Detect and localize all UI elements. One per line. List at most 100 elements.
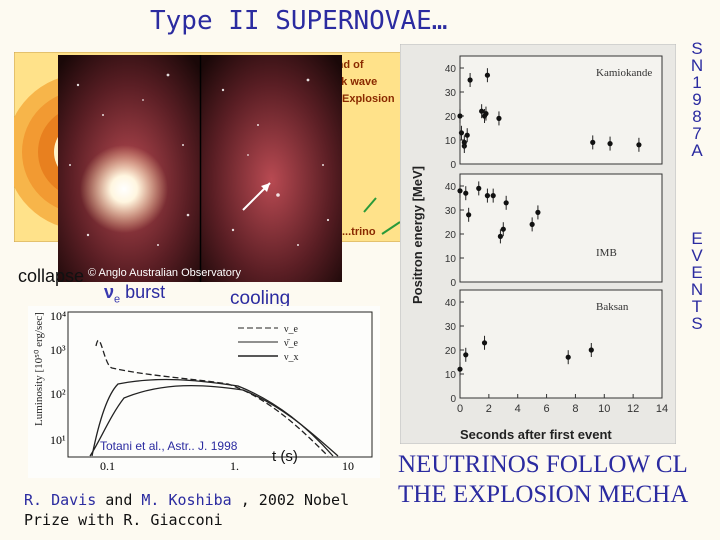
x-tick: 10 [342,459,354,473]
x-tick-label: 12 [627,403,639,415]
photo-credit: © Anglo Australian Observatory [88,267,242,279]
y-tick: 10² [50,387,66,401]
caption-text: , 2002 Nobel [231,491,350,509]
x-axis-unit: t (s) [272,448,298,465]
phase-label-cooling: cooling [230,288,291,309]
supernova-photo-pair: © Anglo Australian Observatory [58,55,342,282]
conclusion-text: NEUTRINOS FOLLOW CL THE EXPLOSION MECHA [398,450,688,510]
event-point [481,340,488,346]
side-label-sn1987a: S N 1 9 8 7 A [688,40,706,159]
y-tick-label: 0 [450,394,456,405]
y-axis-label: Positron energy [MeV] [410,166,425,304]
event-point [636,142,642,148]
letter: N [690,56,704,75]
event-point [588,347,594,353]
y-tick-label: 10 [445,254,457,265]
diagram-text: Explosion [342,93,395,105]
photo-before [201,55,342,282]
y-axis-label: Luminosity [10⁵⁰ erg/sec] [33,312,45,426]
conclusion-line: NEUTRINOS FOLLOW CL [398,451,688,478]
event-point [484,193,491,199]
event-point [483,111,489,117]
event-point [500,226,506,232]
letter: E [691,229,703,248]
legend-entry: ν̄_e [284,338,299,349]
event-point [503,200,509,206]
diagram-text: ...k wave [332,76,377,88]
letter: 1 [692,73,702,92]
y-tick-label: 20 [445,230,457,241]
legend-entry: ν_e [284,324,299,335]
luminosity-curve-nue [95,339,329,457]
nu-symbol: ν [104,282,115,302]
detector-label: Kamiokande [596,67,652,79]
event-point [497,233,503,239]
event-point [479,108,485,114]
letter: 9 [692,90,702,109]
y-tick-label: 0 [450,278,456,289]
luminosity-chart: Luminosity [10⁵⁰ erg/sec] 10⁴ 10³ 10² 10… [28,306,380,478]
x-tick-label: 2 [486,403,492,415]
event-point [466,212,472,218]
conclusion-line: THE EXPLOSION MECHA [398,481,689,508]
phase-label-collapse: collapse [18,266,85,286]
y-tick-label: 10 [445,370,457,381]
phase-label-burst: νe burst [104,282,165,306]
y-tick-label: 30 [445,206,457,217]
letter: E [691,263,703,282]
x-tick-label: 6 [544,403,550,415]
x-tick-label: 4 [515,403,521,415]
y-tick-label: 20 [445,112,457,123]
letter: 7 [692,124,702,143]
event-point [457,113,463,119]
slide-title: Type II SUPERNOVAE… [150,6,448,36]
caption-name: R. Davis [24,491,97,509]
x-tick-label: 8 [572,403,578,415]
arrow-icon [363,197,377,213]
event-point [590,139,596,145]
letter: S [691,314,703,333]
x-tick-label: 14 [656,403,668,415]
event-point [458,130,465,136]
x-tick: 1. [230,459,239,473]
caption-text: and [96,491,142,509]
x-tick-label: 0 [457,403,463,415]
panel-frame [459,55,663,165]
y-tick-label: 40 [445,64,457,75]
detector-label: Baksan [596,301,629,313]
event-point [607,141,613,147]
event-point [476,185,482,191]
nu-subscript: e [114,293,121,306]
x-tick: 0.1 [100,459,115,473]
event-point [461,139,467,145]
event-point [490,193,496,199]
detector-label: IMB [596,247,617,259]
event-point [535,209,541,215]
panel-frame [459,289,663,399]
caption-name: M. Koshiba [141,491,232,509]
event-point [496,115,502,121]
burst-text: burst [125,282,166,302]
event-point [463,190,469,196]
letter: A [691,141,703,160]
event-point [484,72,491,78]
y-tick-label: 30 [445,322,457,333]
chart-citation: Totani et al., Astr.. J. 1998 [100,439,238,453]
y-tick: 10⁴ [50,309,66,323]
y-tick-label: 40 [445,182,457,193]
diagram-text: ...trino [342,226,376,238]
y-tick: 10³ [50,343,66,357]
letter: T [691,297,703,316]
letter: N [690,280,704,299]
x-axis-label: Seconds after first event [460,427,612,442]
x-tick-label: 10 [598,403,610,415]
event-point [457,188,463,194]
legend-entry: ν_x [284,352,299,363]
letter: V [691,246,703,265]
side-label-events: E V E N T S [688,230,706,332]
panel-frame [459,173,663,283]
letter: 8 [692,107,702,126]
y-tick-label: 30 [445,88,457,99]
event-point [463,352,469,358]
caption-line2: Prize with R. Giacconi [24,511,223,529]
